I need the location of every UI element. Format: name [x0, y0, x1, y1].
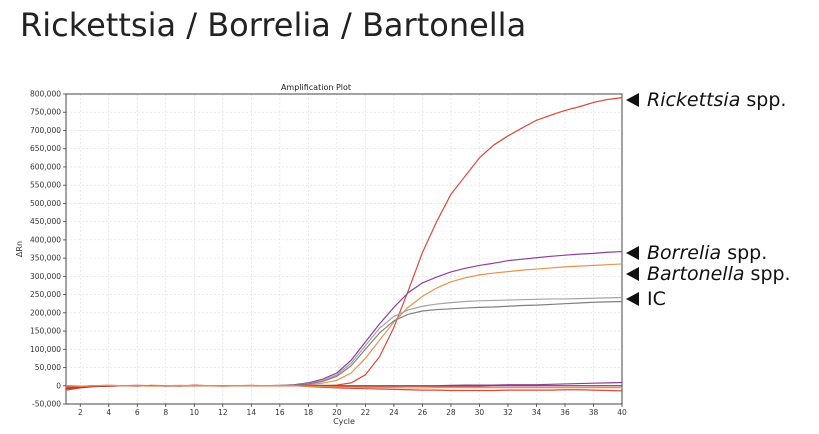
series-line-9 — [65, 384, 622, 389]
x-tick-label: 22 — [361, 408, 371, 417]
x-tick-label: 12 — [218, 408, 228, 417]
y-tick-label: 100,000 — [30, 345, 61, 354]
y-tick-label: 750,000 — [30, 108, 61, 117]
x-tick-label: 28 — [446, 408, 456, 417]
x-axis-ticks: 2 4 6 8 10 12 14 16 18 20 22 24 26 28 30 32 34 36 38 40 — [78, 404, 627, 417]
y-tick-label: -50,000 — [32, 400, 61, 409]
x-tick-label: 2 — [78, 408, 83, 417]
plot-frame — [65, 93, 623, 405]
y-tick-label: 450,000 — [30, 217, 61, 226]
y-tick-label: 350,000 — [30, 254, 61, 263]
y-tick-label: 300,000 — [30, 272, 61, 281]
y-tick-label: 250,000 — [30, 290, 61, 299]
x-tick-label: 20 — [332, 408, 342, 417]
y-axis-label: ΔRn — [15, 241, 24, 257]
annotation-text: spp. — [721, 242, 768, 264]
annotation-italic: Bartonella — [647, 263, 745, 285]
annotation-text: spp. — [740, 89, 787, 111]
annotation-text: spp. — [744, 263, 791, 285]
x-tick-label: 34 — [532, 408, 542, 417]
y-tick-label: 600,000 — [30, 162, 61, 171]
x-tick-label: 10 — [190, 408, 200, 417]
x-axis-label: Cycle — [333, 417, 355, 426]
x-tick-label: 30 — [475, 408, 485, 417]
arrow-left-icon — [626, 93, 639, 107]
arrow-left-icon — [626, 246, 639, 260]
annotation-italic: Rickettsia — [647, 89, 741, 111]
page-title: Rickettsia / Borrelia / Bartonella — [20, 6, 527, 44]
x-tick-label: 4 — [106, 408, 111, 417]
x-tick-label: 16 — [275, 408, 285, 417]
series-line-5 — [65, 300, 623, 389]
grid — [66, 93, 623, 405]
y-tick-label: 700,000 — [30, 126, 61, 135]
y-tick-label: 650,000 — [30, 144, 61, 153]
y-tick-label: 0 — [56, 381, 61, 390]
y-tick-label: 50,000 — [35, 363, 61, 372]
arrow-left-icon — [626, 267, 639, 281]
plot-title: Amplification Plot — [281, 83, 351, 92]
x-tick-label: 14 — [247, 408, 257, 417]
x-tick-label: 8 — [163, 408, 168, 417]
annotation-italic: Borrelia — [647, 242, 722, 264]
y-tick-label: 800,000 — [30, 90, 61, 99]
x-tick-label: 32 — [503, 408, 513, 417]
y-tick-label: 150,000 — [30, 327, 61, 336]
x-tick-label: 6 — [135, 408, 140, 417]
annotation-rickettsia: Rickettsia spp. — [626, 89, 786, 111]
x-tick-label: 18 — [304, 408, 314, 417]
series-lines — [65, 97, 623, 392]
y-axis-ticks: 800,000 750,000 700,000 650,000 600,000 550,0… — [30, 90, 66, 409]
x-tick-label: 24 — [389, 408, 399, 417]
y-tick-label: 550,000 — [30, 181, 61, 190]
y-tick-label: 400,000 — [30, 235, 61, 244]
annotation-bartonella: Bartonella spp. — [626, 263, 791, 285]
annotation-text: IC — [647, 288, 666, 310]
series-line-2 — [65, 250, 623, 390]
x-tick-label: 26 — [418, 408, 428, 417]
arrow-left-icon — [626, 292, 639, 306]
x-tick-label: 40 — [617, 408, 627, 417]
annotation-ic: IC — [626, 288, 666, 310]
series-line-1 — [65, 97, 623, 391]
series-line-4 — [65, 296, 623, 389]
x-tick-label: 36 — [560, 408, 570, 417]
annotation-borrelia: Borrelia spp. — [626, 242, 767, 264]
y-tick-label: 200,000 — [30, 308, 61, 317]
y-tick-label: 500,000 — [30, 199, 61, 208]
x-tick-label: 38 — [589, 408, 599, 417]
